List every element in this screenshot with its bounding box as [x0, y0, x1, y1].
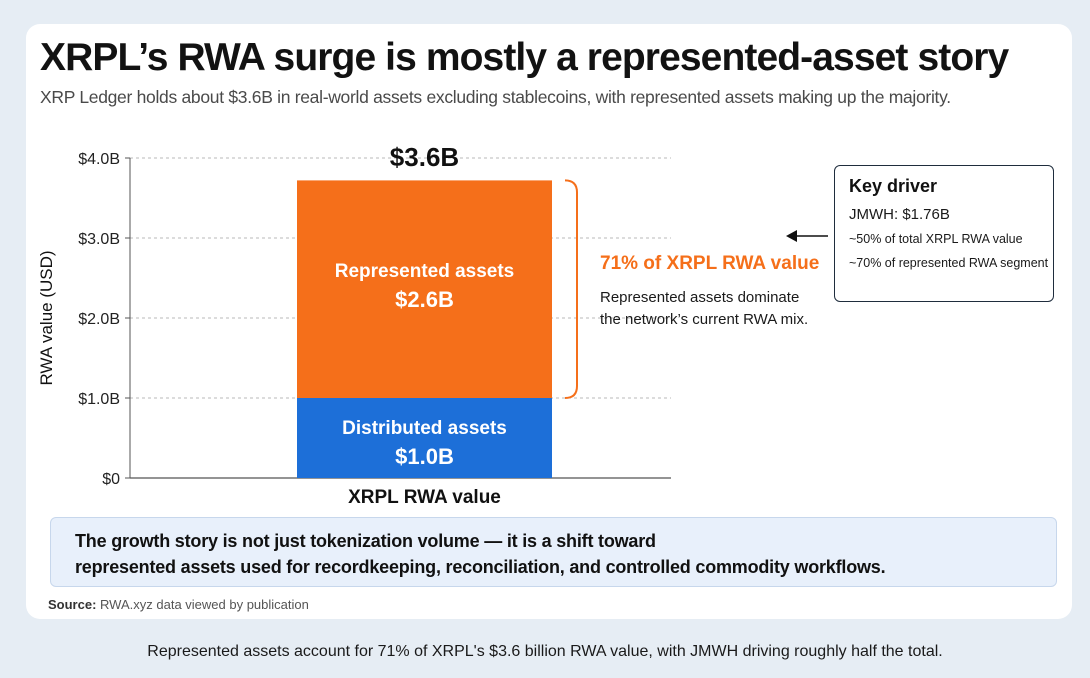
- insight-banner: The growth story is not just tokenizatio…: [50, 517, 1057, 587]
- source-text: RWA.xyz data viewed by publication: [100, 597, 309, 612]
- source-label: Source:: [48, 597, 97, 612]
- chart-card: XRPL’s RWA surge is mostly a represented…: [26, 24, 1072, 619]
- bar-label-represented-name: Represented assets: [335, 261, 515, 282]
- callout-share-total: ~50% of total XRPL RWA value: [849, 232, 1023, 246]
- bar-label-distributed-value: $1.0B: [395, 444, 454, 469]
- y-tick-label: $3.0B: [78, 231, 120, 248]
- bar-distributed-assets: [297, 398, 552, 478]
- annotation-line-2: the network’s current RWA mix.: [600, 311, 808, 328]
- callout-jmwh-value: JMWH: $1.76B: [849, 206, 950, 223]
- bar-label-represented-value: $2.6B: [395, 287, 454, 312]
- chart-subtitle: XRP Ledger holds about $3.6B in real-wor…: [40, 87, 951, 107]
- callout-arrow-head: [786, 230, 797, 242]
- figure-caption: Represented assets account for 71% of XR…: [147, 643, 943, 660]
- y-tick-label: $0: [102, 471, 120, 488]
- callout-title: Key driver: [849, 176, 938, 196]
- bar-represented-assets: [297, 180, 552, 398]
- y-axis-title: RWA value (USD): [37, 250, 56, 385]
- annotation-line-1: Represented assets dominate: [600, 289, 799, 306]
- y-tick-label: $4.0B: [78, 151, 120, 168]
- key-driver-callout: Key driver JMWH: $1.76B ~50% of total XR…: [834, 165, 1054, 302]
- stacked-bar-chart: $0 $1.0B $2.0B $3.0B $4.0B RWA value (USD) Dis…: [37, 142, 828, 508]
- chart-title: XRPL’s RWA surge is mostly a represented…: [40, 36, 1009, 79]
- y-tick-label: $1.0B: [78, 391, 120, 408]
- x-category-label: XRPL RWA value: [348, 487, 501, 508]
- banner-line-1: The growth story is not just tokenizatio…: [75, 531, 656, 551]
- total-value-label: $3.6B: [390, 142, 459, 172]
- y-tick-label: $2.0B: [78, 311, 120, 328]
- annotation-headline: 71% of XRPL RWA value: [600, 253, 819, 274]
- banner-line-2: represented assets used for recordkeepin…: [75, 557, 886, 577]
- callout-share-segment: ~70% of represented RWA segment: [849, 256, 1049, 270]
- bar-label-distributed-name: Distributed assets: [342, 418, 507, 439]
- source-note: Source: RWA.xyz data viewed by publicati…: [48, 597, 309, 612]
- represented-bracket: [564, 179, 578, 399]
